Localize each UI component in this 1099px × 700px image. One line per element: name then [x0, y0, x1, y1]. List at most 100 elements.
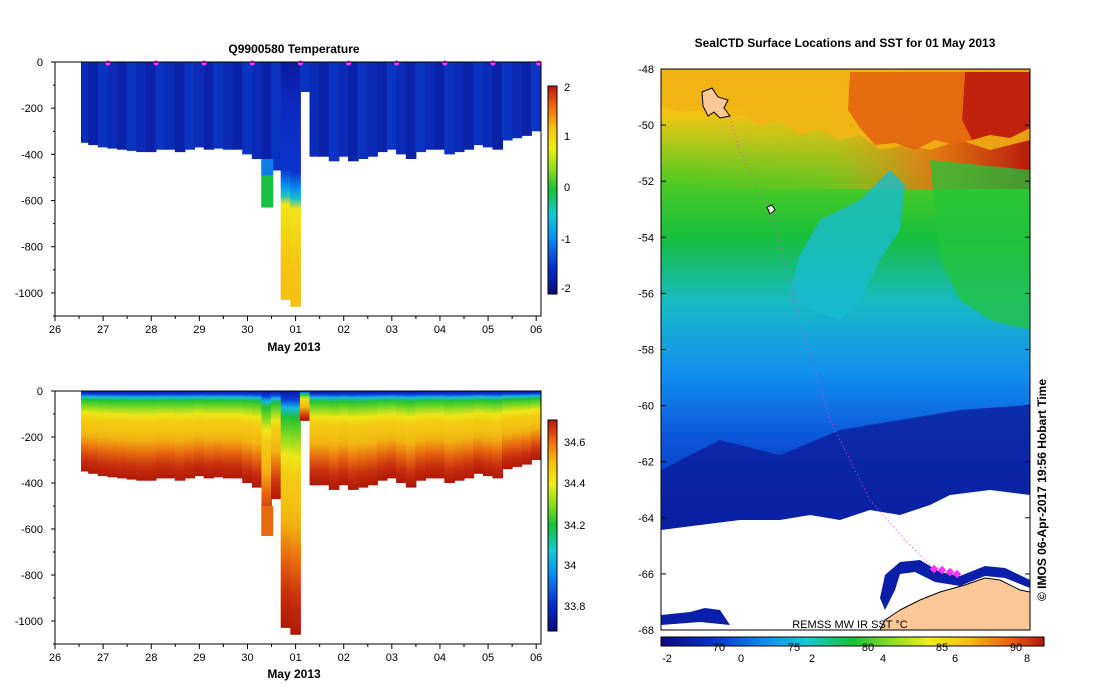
- profile-column: [136, 391, 147, 481]
- sst-colorbar-tick-celsius: 6: [952, 653, 958, 665]
- profile-column: [338, 391, 349, 486]
- temperature-plot-frame: [54, 61, 542, 317]
- map-latitude-axis: -48 -50 -52 -54 -56 -58 -60 -62 -64 -66 -68: [638, 64, 1030, 637]
- profile-column: [107, 391, 118, 478]
- x-tick-label: 03: [386, 324, 398, 336]
- profile-column: [521, 62, 532, 136]
- map-y-tick-label: -48: [638, 64, 654, 76]
- x-tick-label: 06: [530, 652, 542, 664]
- profile-column: [126, 62, 138, 151]
- profile-column: [502, 62, 513, 141]
- map-y-tick-label: -60: [638, 401, 654, 413]
- profile-column: [492, 62, 503, 150]
- profile-column: [396, 62, 407, 155]
- profile-column: [280, 62, 292, 300]
- y-tick-label: 0: [37, 57, 43, 69]
- sst-deep-blue: [661, 405, 1030, 530]
- temperature-section-panel: Q9900580 Temperature 0 -200 -400 -600 -800 -1…: [15, 42, 571, 354]
- profile-column: [328, 391, 340, 490]
- profile-column: [107, 62, 118, 149]
- profile-column: [280, 391, 292, 628]
- profile-surface-marker: [297, 60, 303, 66]
- y-tick-label: -400: [21, 478, 43, 490]
- sst-field: [661, 69, 1031, 631]
- temperature-title: Q9900580 Temperature: [228, 42, 360, 56]
- profile-surface-marker: [394, 60, 400, 66]
- x-tick-label: 29: [193, 652, 205, 664]
- profile-surface-marker: [442, 60, 448, 66]
- profile-column: [232, 391, 244, 479]
- profile-column: [482, 62, 494, 148]
- profile-column: [184, 62, 195, 150]
- temperature-colorbar-ticks: 2 1 0 -1 -2: [561, 82, 571, 295]
- transition-segment: [261, 159, 274, 176]
- y-tick-label: -600: [21, 524, 43, 536]
- profile-column: [194, 391, 205, 477]
- profile-surface-marker: [249, 60, 255, 66]
- profile-column: [232, 62, 244, 150]
- map-y-tick-label: -52: [638, 176, 654, 188]
- profile-column: [338, 62, 349, 157]
- map-title: SealCTD Surface Locations and SST for 01…: [695, 36, 996, 50]
- profile-surface-marker: [345, 60, 352, 66]
- x-tick-label: 02: [338, 324, 350, 336]
- y-tick-label: -1000: [15, 616, 43, 628]
- profile-column: [309, 391, 321, 486]
- profile-column: [242, 391, 253, 483]
- profile-column: [502, 391, 513, 470]
- profile-column: [165, 391, 176, 479]
- sst-colorbar-tick-celsius: -2: [662, 653, 672, 665]
- profile-column: [174, 62, 186, 153]
- profile-column: [453, 62, 465, 153]
- salinity-colorbar-tick: 34.4: [564, 478, 585, 490]
- salinity-date-label: May 2013: [267, 667, 321, 681]
- profile-column: [155, 391, 167, 479]
- profile-column: [328, 62, 340, 162]
- profile-surface-marker: [490, 60, 496, 66]
- profile-column: [348, 391, 359, 490]
- map-product-label: REMSS MW IR SST °C: [792, 619, 907, 631]
- sst-colorbar-tick-celsius: 0: [738, 653, 744, 665]
- heard-island: [766, 204, 776, 215]
- profile-column: [434, 62, 446, 150]
- profile-column: [376, 391, 388, 481]
- y-tick-label: 0: [37, 386, 43, 398]
- salinity-colorbar-tick: 34: [564, 560, 576, 572]
- profile-column: [425, 391, 436, 479]
- sst-orange-core: [848, 72, 972, 150]
- saline-segment: [261, 506, 274, 536]
- sst-colorbar-celsius-ticks: -2 0 2 4 6 8: [662, 653, 1030, 665]
- map-credit: © IMOS 06-Apr-2017 19:56 Hobart Time: [1035, 379, 1049, 601]
- y-tick-label: -800: [21, 242, 43, 254]
- sst-colorbar-tick-celsius: 2: [809, 653, 815, 665]
- profile-column: [194, 62, 205, 148]
- profile-surface-marker: [105, 60, 111, 66]
- sst-colorbar-fahrenheit-ticks: 70 75 80 85 90: [713, 642, 1022, 654]
- profile-column: [444, 62, 455, 155]
- profile-column: [530, 62, 541, 132]
- profile-column: [511, 391, 523, 467]
- temperature-colorbar-tick: 2: [564, 82, 570, 94]
- x-tick-label: 01: [289, 324, 301, 336]
- profile-column: [271, 391, 282, 500]
- profile-column: [261, 62, 272, 208]
- y-tick-label: -400: [21, 149, 43, 161]
- profile-column: [222, 391, 234, 479]
- temperature-colorbar-tick: 0: [564, 182, 570, 194]
- profile-column: [299, 391, 311, 421]
- profile-column: [165, 62, 176, 150]
- profile-column: [155, 62, 167, 150]
- profile-column: [290, 62, 301, 307]
- salinity-colorbar-tick: 34.6: [564, 437, 585, 449]
- x-tick-label: 06: [530, 324, 542, 336]
- x-tick-label: 28: [145, 324, 157, 336]
- profile-column: [434, 391, 446, 479]
- sst-map-panel: SealCTD Surface Locations and SST for 01…: [638, 36, 1049, 665]
- x-tick-label: 01: [289, 652, 301, 664]
- profile-surface-marker: [201, 60, 207, 66]
- antarctic-land: [879, 577, 1031, 631]
- profile-column: [530, 391, 541, 460]
- profile-column: [405, 391, 417, 488]
- y-tick-label: -200: [21, 103, 43, 115]
